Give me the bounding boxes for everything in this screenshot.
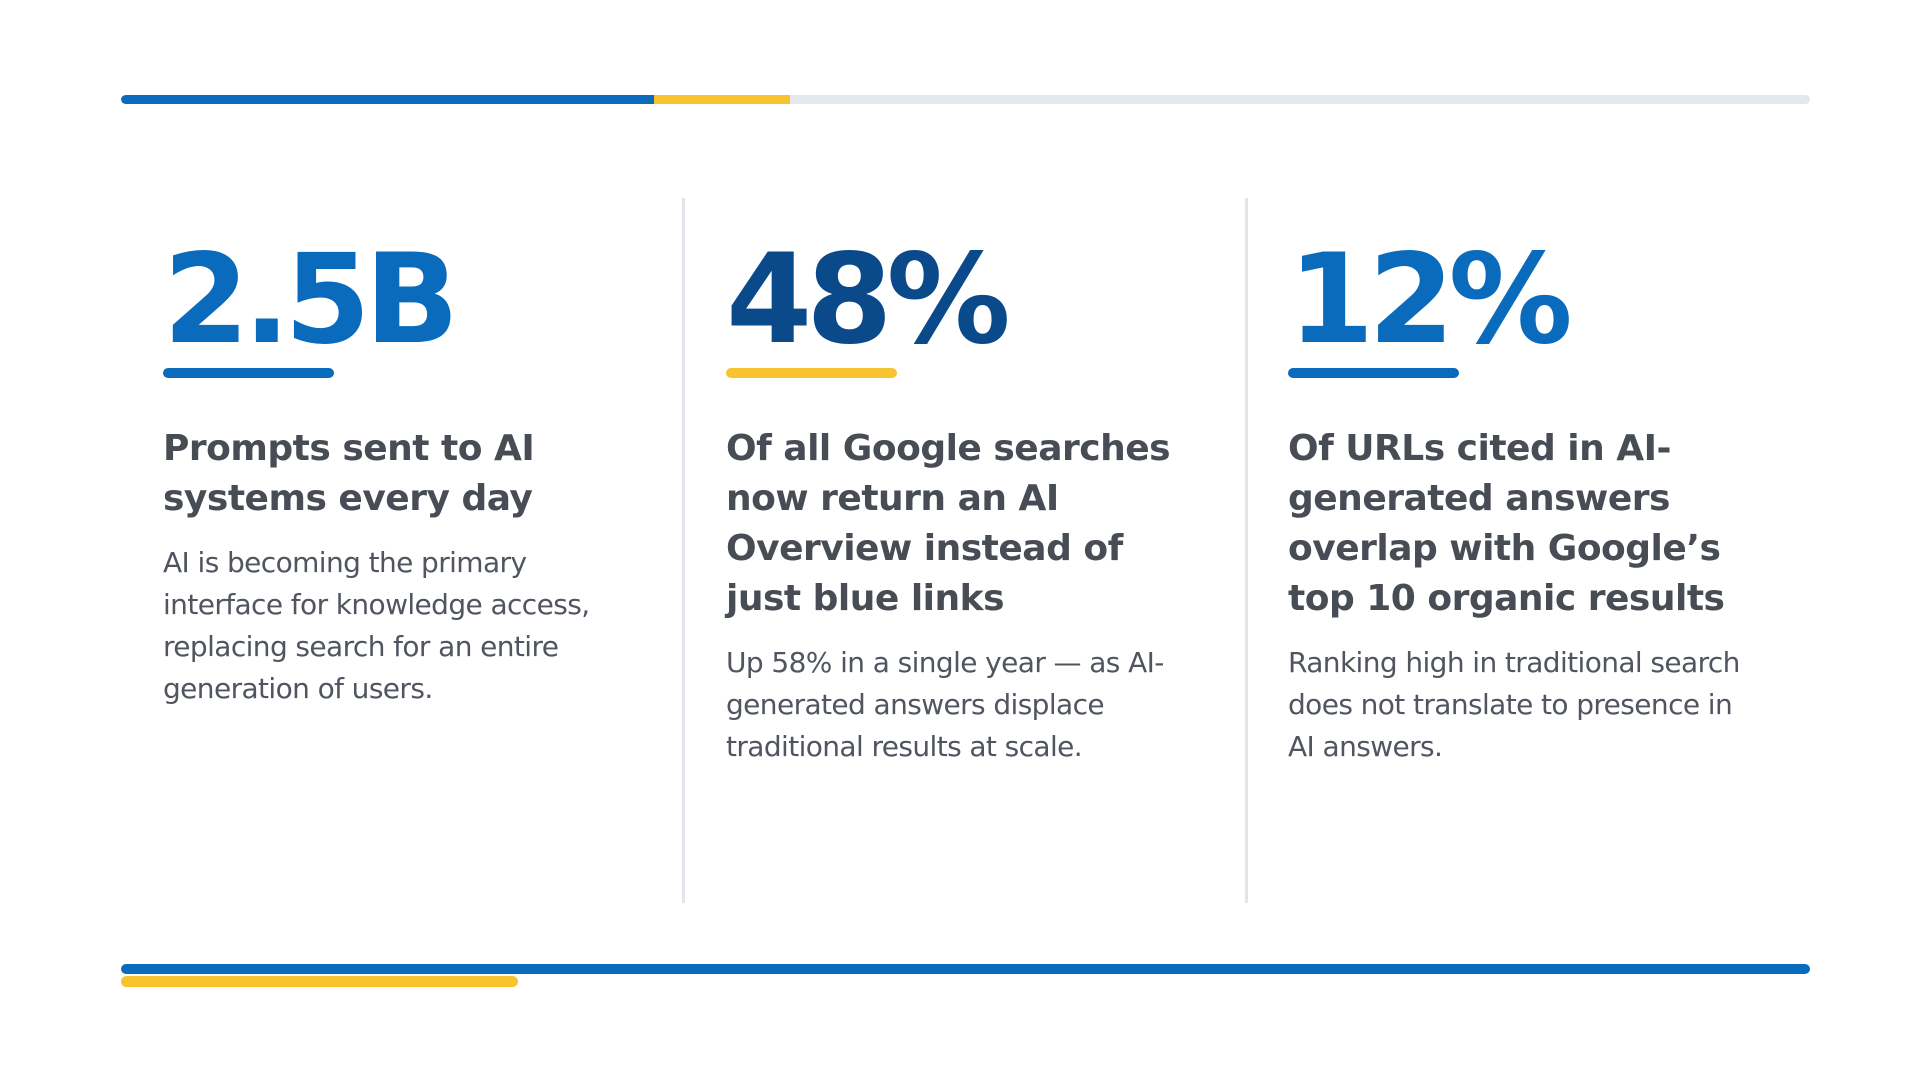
stat-heading: Prompts sent to AI systems every day [163, 428, 535, 519]
stat-column-2: 48% Of all Google searches now return an… [726, 235, 1206, 768]
stat-underline-yellow [726, 368, 897, 378]
column-divider [1245, 198, 1248, 903]
stat-description: Ranking high in traditional search does … [1288, 646, 1740, 763]
stat-underline-blue [1288, 368, 1459, 378]
bottom-accent-bar-blue [121, 964, 1810, 974]
stat-column-3: 12% Of URLs cited in AI-generated answer… [1288, 235, 1768, 768]
stat-description: AI is becoming the primary interface for… [163, 546, 590, 705]
top-progress-yellow-segment [654, 95, 790, 104]
stat-heading: Of URLs cited in AI-generated answers ov… [1288, 428, 1725, 619]
top-progress-bar [121, 95, 1810, 104]
stat-heading: Of all Google searches now return an AI … [726, 428, 1171, 619]
stat-column-1: 2.5B Prompts sent to AI systems every da… [163, 235, 643, 710]
stat-description: Up 58% in a single year — as AI-generate… [726, 646, 1164, 763]
stat-number: 12% [1288, 228, 1573, 372]
bottom-accent-bar-yellow [121, 976, 518, 987]
stat-number: 2.5B [163, 228, 459, 372]
stat-underline-blue [163, 368, 334, 378]
stat-number: 48% [726, 228, 1011, 372]
column-divider [682, 198, 685, 903]
top-progress-blue-segment [121, 95, 654, 104]
